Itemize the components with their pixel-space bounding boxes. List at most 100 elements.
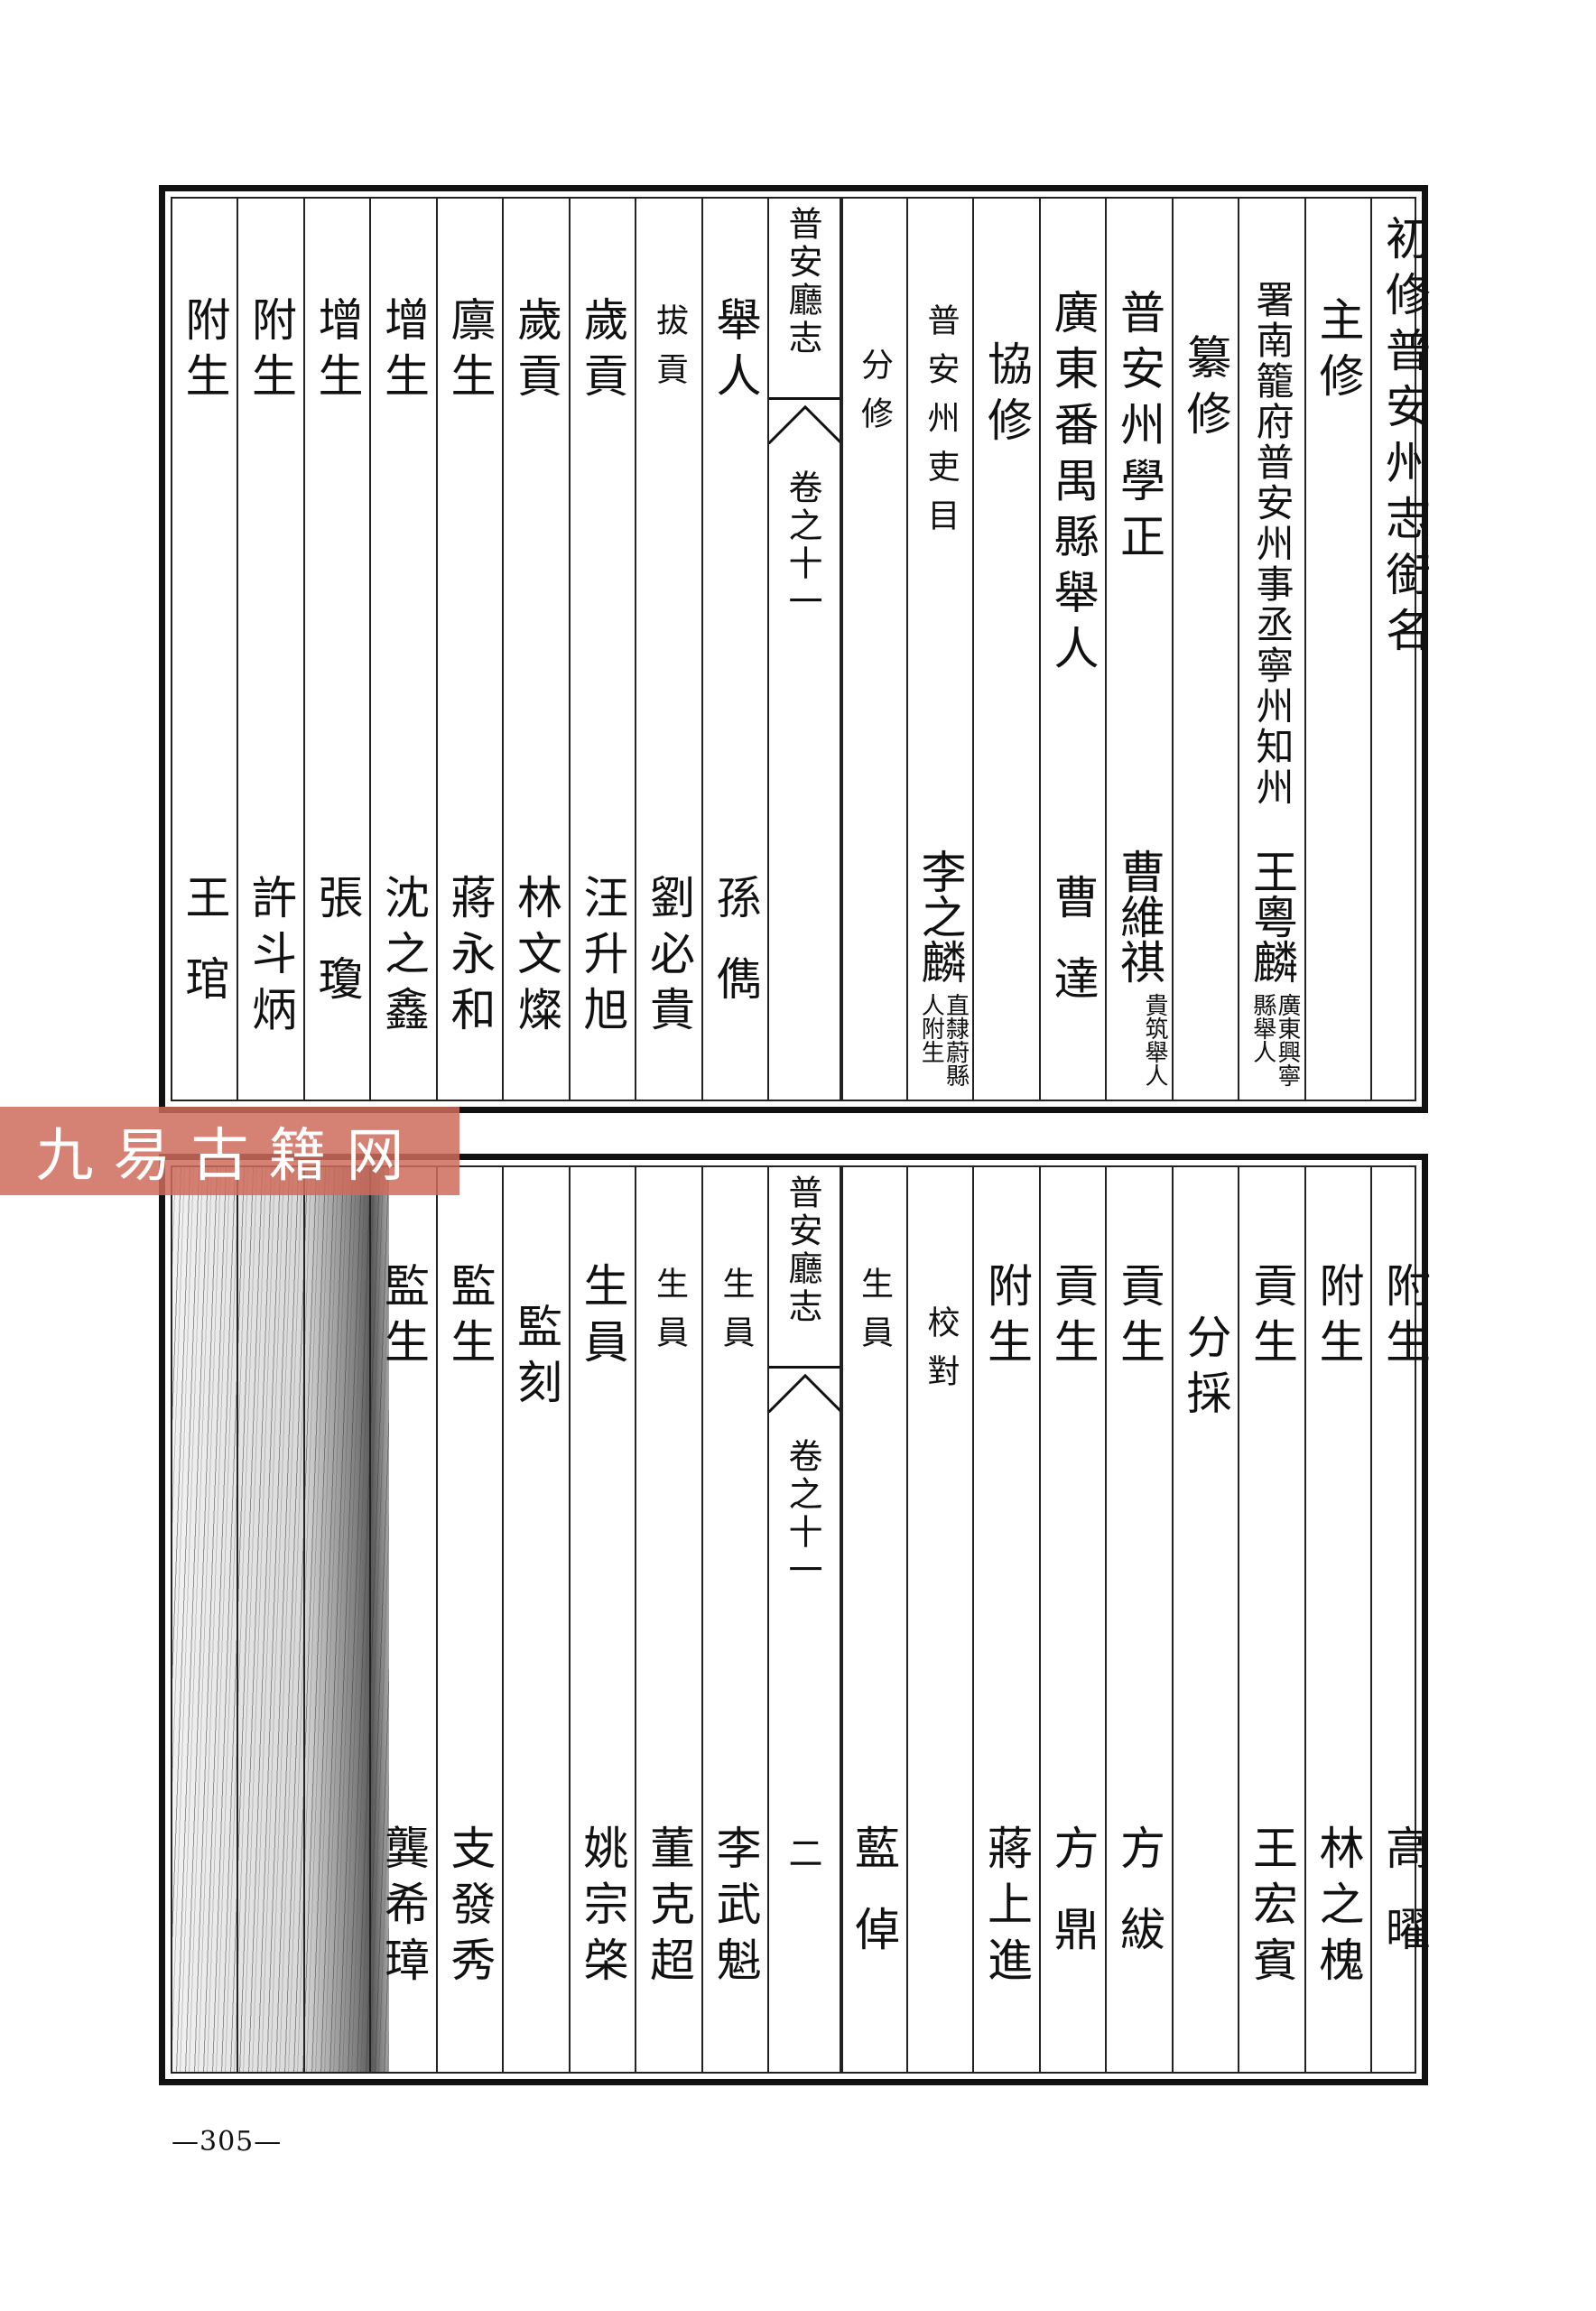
person-name: 蔣永和: [443, 874, 496, 1042]
column-label: 廣東番禺縣舉人: [1046, 289, 1100, 681]
person-name: 曹達: [1046, 874, 1100, 1036]
column-label: 署南籠府普安州事丞寧州知州: [1250, 280, 1294, 808]
annotation-note: 廣東興寧縣舉人: [1248, 993, 1301, 1087]
column-label: 附生: [245, 296, 297, 408]
column-label: 拔貢: [651, 303, 688, 401]
bottom-left-column: [170, 1167, 239, 2072]
fishtail-mark: [769, 1373, 841, 1413]
person-name: 方紱: [1113, 1824, 1165, 1987]
top-page-frame: 普安廳志卷之十一 初修普安州志銜名 主修 署南籠府普安州事丞寧州知州王粵麟廣東興寧縣舉…: [159, 185, 1431, 1113]
person-name: 張瓊: [311, 874, 364, 1036]
top-right-column: 廣東番禺縣舉人 曹達: [1038, 199, 1108, 1100]
column-label: 增生: [311, 296, 364, 408]
bottom-right-column: 附生 林之槐: [1304, 1167, 1373, 2072]
top-left-column: 增生 張瓊: [302, 199, 372, 1100]
column-label: 貢生: [1046, 1262, 1100, 1374]
bottom-right-column: 貢生 王宏賓: [1238, 1167, 1306, 2072]
top-left-column: 廪生 蔣永和: [435, 199, 505, 1100]
person-name: 王粵麟: [1246, 849, 1298, 984]
top-right-column: 分修: [840, 199, 908, 1100]
person-name: 汪升旭: [576, 874, 629, 1042]
column-label: 普安州吏目: [922, 303, 960, 547]
top-right-column: 普安州吏目李之麟直隸蔚縣人附生: [905, 199, 975, 1100]
volume-label: 卷之十一: [783, 1438, 822, 1590]
person-name: 許斗炳: [245, 874, 297, 1042]
column-label: 普安州學正: [1113, 289, 1165, 569]
column-label: 貢生: [1246, 1262, 1298, 1374]
bottom-left-column: [237, 1167, 305, 2072]
column-label: 校對: [922, 1305, 960, 1403]
column-label: 歲貢: [510, 296, 562, 408]
top-fold-column: 普安廳志 卷之十一: [767, 199, 843, 1100]
top-right-column: 主修: [1304, 199, 1373, 1100]
top-left-column: 增生 沈之鑫: [369, 199, 438, 1100]
column-label: 監生: [443, 1262, 496, 1374]
top-right-column: 署南籠府普安州事丞寧州知州王粵麟廣東興寧縣舉人: [1238, 199, 1306, 1100]
top-left-column: 附生 王琯: [170, 199, 239, 1100]
fold-divider: [769, 1366, 841, 1369]
bottom-left-column: 監生 支發秀: [435, 1167, 505, 2072]
person-name: 方鼎: [1046, 1824, 1100, 1987]
bottom-right-column: 生員 藍倬: [840, 1167, 908, 2072]
top-right-column: 初修普安州志銜名: [1370, 199, 1439, 1100]
person-name: 姚宗棨: [576, 1824, 629, 1992]
bottom-left-column: 監生 龔希璋: [369, 1167, 438, 2072]
bottom-left-column: 生員 姚宗棨: [568, 1167, 637, 2072]
column-label: 增生: [377, 296, 430, 408]
top-left-column: 歲貢 汪升旭: [568, 199, 637, 1100]
bottom-left-column: [302, 1167, 372, 2072]
bottom-inner-frame: 普安廳志 卷之十一二附生 高曜 附生 林之槐 貢生 王宏賓 分採 貢生 方紱 貢生 方鼎 附生 蔣上進 校對…: [170, 1165, 1431, 2074]
leaf-number: 二: [783, 1835, 822, 1873]
column-label: 分修: [856, 348, 893, 445]
column-label: 附生: [1312, 1262, 1365, 1374]
person-name: 董克超: [643, 1824, 695, 1992]
bottom-right-column: 附生 高曜: [1370, 1167, 1439, 2072]
column-label: 初修普安州志銜名: [1378, 215, 1431, 663]
person-name: 李之麟: [914, 849, 967, 984]
annotation-note: 直隸蔚縣人附生: [917, 993, 970, 1087]
person-name: 沈之鑫: [377, 874, 430, 1042]
column-label: 生員: [856, 1267, 893, 1364]
column-label: 主修: [1312, 296, 1365, 408]
column-label: 廪生: [443, 296, 496, 408]
person-name: 林之槐: [1312, 1824, 1365, 1992]
bottom-left-column: 生員 李武魁: [701, 1167, 770, 2072]
top-right-column: 普安州學正曹維祺貴筑舉人: [1105, 199, 1174, 1100]
bottom-fold-column: 普安廳志 卷之十一二: [767, 1167, 843, 2072]
person-name: 藍倬: [848, 1824, 900, 1987]
column-label: 附生: [1378, 1262, 1431, 1374]
column-label: 監刻: [510, 1303, 562, 1415]
column-label: 附生: [178, 296, 231, 408]
bottom-right-column: 附生 蔣上進: [972, 1167, 1041, 2072]
column-label: 纂修: [1179, 334, 1232, 446]
column-label: 生員: [717, 1267, 755, 1364]
person-name: 高曜: [1378, 1824, 1431, 1987]
person-name: 蔣上進: [980, 1824, 1033, 1992]
top-left-column: 拔貢 劉必貴: [635, 199, 703, 1100]
book-title: 普安廳志: [783, 1174, 822, 1326]
top-right-column: 纂修: [1171, 199, 1240, 1100]
bottom-right-column: 貢生 方紱: [1105, 1167, 1174, 2072]
person-name: 王琯: [178, 874, 231, 1036]
top-right-column: 協修: [972, 199, 1041, 1100]
annotation-note: 貴筑舉人: [1141, 993, 1168, 1087]
bottom-left-column: 生員 董克超: [635, 1167, 703, 2072]
column-label: 附生: [980, 1262, 1033, 1374]
column-label: 監生: [377, 1262, 430, 1374]
column-label: 分採: [1179, 1313, 1232, 1425]
bottom-page-frame: 普安廳志 卷之十一二附生 高曜 附生 林之槐 貢生 王宏賓 分採 貢生 方紱 貢生 方鼎 附生 蔣上進 校對…: [159, 1154, 1431, 2085]
bottom-right-column: 分採: [1171, 1167, 1240, 2072]
bottom-right-column: 校對: [905, 1167, 975, 2072]
person-name: 李武魁: [709, 1824, 762, 1992]
book-title: 普安廳志: [783, 206, 822, 357]
person-name: 王宏賓: [1246, 1824, 1298, 1992]
person-name: 曹維祺: [1113, 849, 1165, 984]
column-label: 歲貢: [576, 296, 629, 408]
column-label: 生員: [576, 1262, 629, 1374]
fold-divider: [769, 397, 841, 400]
damaged-paper-area: [172, 1167, 389, 2072]
person-name: 龔希璋: [377, 1824, 430, 1992]
volume-label: 卷之十一: [783, 469, 822, 621]
column-label: 舉人: [709, 296, 762, 408]
person-name: 林文燦: [510, 874, 562, 1042]
